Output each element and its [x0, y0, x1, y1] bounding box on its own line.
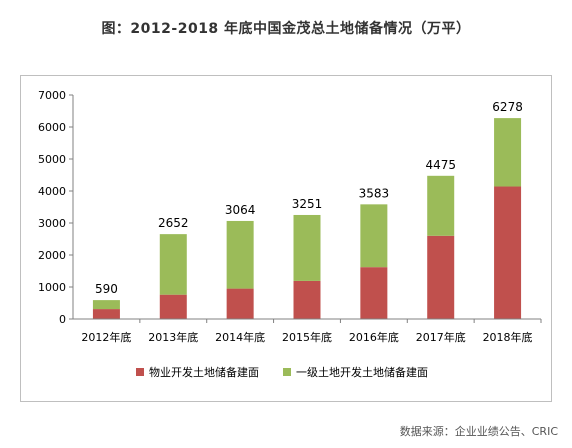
y-tick-label: 7000: [38, 89, 66, 102]
legend-item-primary: 一级土地开发土地储备建面: [283, 365, 428, 379]
x-axis: 2012年底 2013年底 2014年底 2015年底 2016年底 2017年底 2018…: [73, 318, 542, 344]
legend-swatch: [136, 368, 144, 376]
legend-label: 一级土地开发土地储备建面: [296, 365, 428, 379]
bar-property-1: [159, 294, 187, 319]
bar-property-0: [92, 309, 120, 319]
total-label: 2652: [158, 216, 189, 230]
x-tick-label: 2015年底: [282, 330, 332, 344]
legend-item-property: 物业开发土地储备建面: [136, 365, 259, 379]
y-axis: 0 1000 2000 3000 4000 5000 6000 7000: [38, 89, 74, 326]
bar-property-4: [360, 267, 388, 319]
x-tick-label: 2017年底: [416, 330, 466, 344]
bar-primary-4: [360, 204, 388, 268]
bar-primary-6: [494, 118, 522, 187]
y-tick-label: 2000: [38, 249, 66, 262]
y-tick-label: 3000: [38, 217, 66, 230]
x-tick-label: 2013年底: [148, 330, 198, 344]
total-label: 3064: [225, 203, 256, 217]
legend-label: 物业开发土地储备建面: [149, 365, 259, 379]
data-source: 数据来源：企业业绩公告、CRIC: [399, 425, 558, 438]
chart-frame: 0 1000 2000 3000 4000 5000 6000 7000 590 2652 306…: [20, 75, 552, 402]
total-label: 590: [95, 282, 118, 296]
bars: [92, 118, 522, 319]
legend: 物业开发土地储备建面 一级土地开发土地储备建面: [136, 365, 428, 379]
x-tick-label: 2016年底: [349, 330, 399, 344]
total-label: 4475: [425, 158, 456, 172]
bar-property-2: [226, 288, 254, 319]
y-tick-label: 6000: [38, 121, 66, 134]
bar-primary-5: [427, 175, 455, 236]
bar-property-3: [293, 280, 321, 319]
bar-primary-1: [159, 234, 187, 295]
y-tick-label: 4000: [38, 185, 66, 198]
bar-property-5: [427, 235, 455, 319]
y-tick-label: 0: [59, 313, 66, 326]
x-tick-label: 2012年底: [81, 330, 131, 344]
bar-primary-0: [92, 300, 120, 310]
total-label: 3583: [359, 186, 390, 200]
total-label: 3251: [292, 197, 323, 211]
bar-property-6: [494, 186, 522, 319]
stacked-bar-chart: 0 1000 2000 3000 4000 5000 6000 7000 590 2652 306…: [38, 89, 542, 379]
chart-title: 图：2012-2018 年底中国金茂总土地储备情况（万平）: [101, 21, 471, 37]
bar-primary-2: [226, 220, 254, 289]
bar-primary-3: [293, 214, 321, 281]
y-tick-label: 1000: [38, 281, 66, 294]
y-tick-label: 5000: [38, 153, 66, 166]
x-tick-label: 2014年底: [215, 330, 265, 344]
legend-swatch: [283, 368, 291, 376]
x-tick-label: 2018年底: [483, 330, 533, 344]
total-label: 6278: [492, 100, 523, 114]
total-labels: 590 2652 3064 3251 3583 4475 6278: [95, 100, 523, 296]
